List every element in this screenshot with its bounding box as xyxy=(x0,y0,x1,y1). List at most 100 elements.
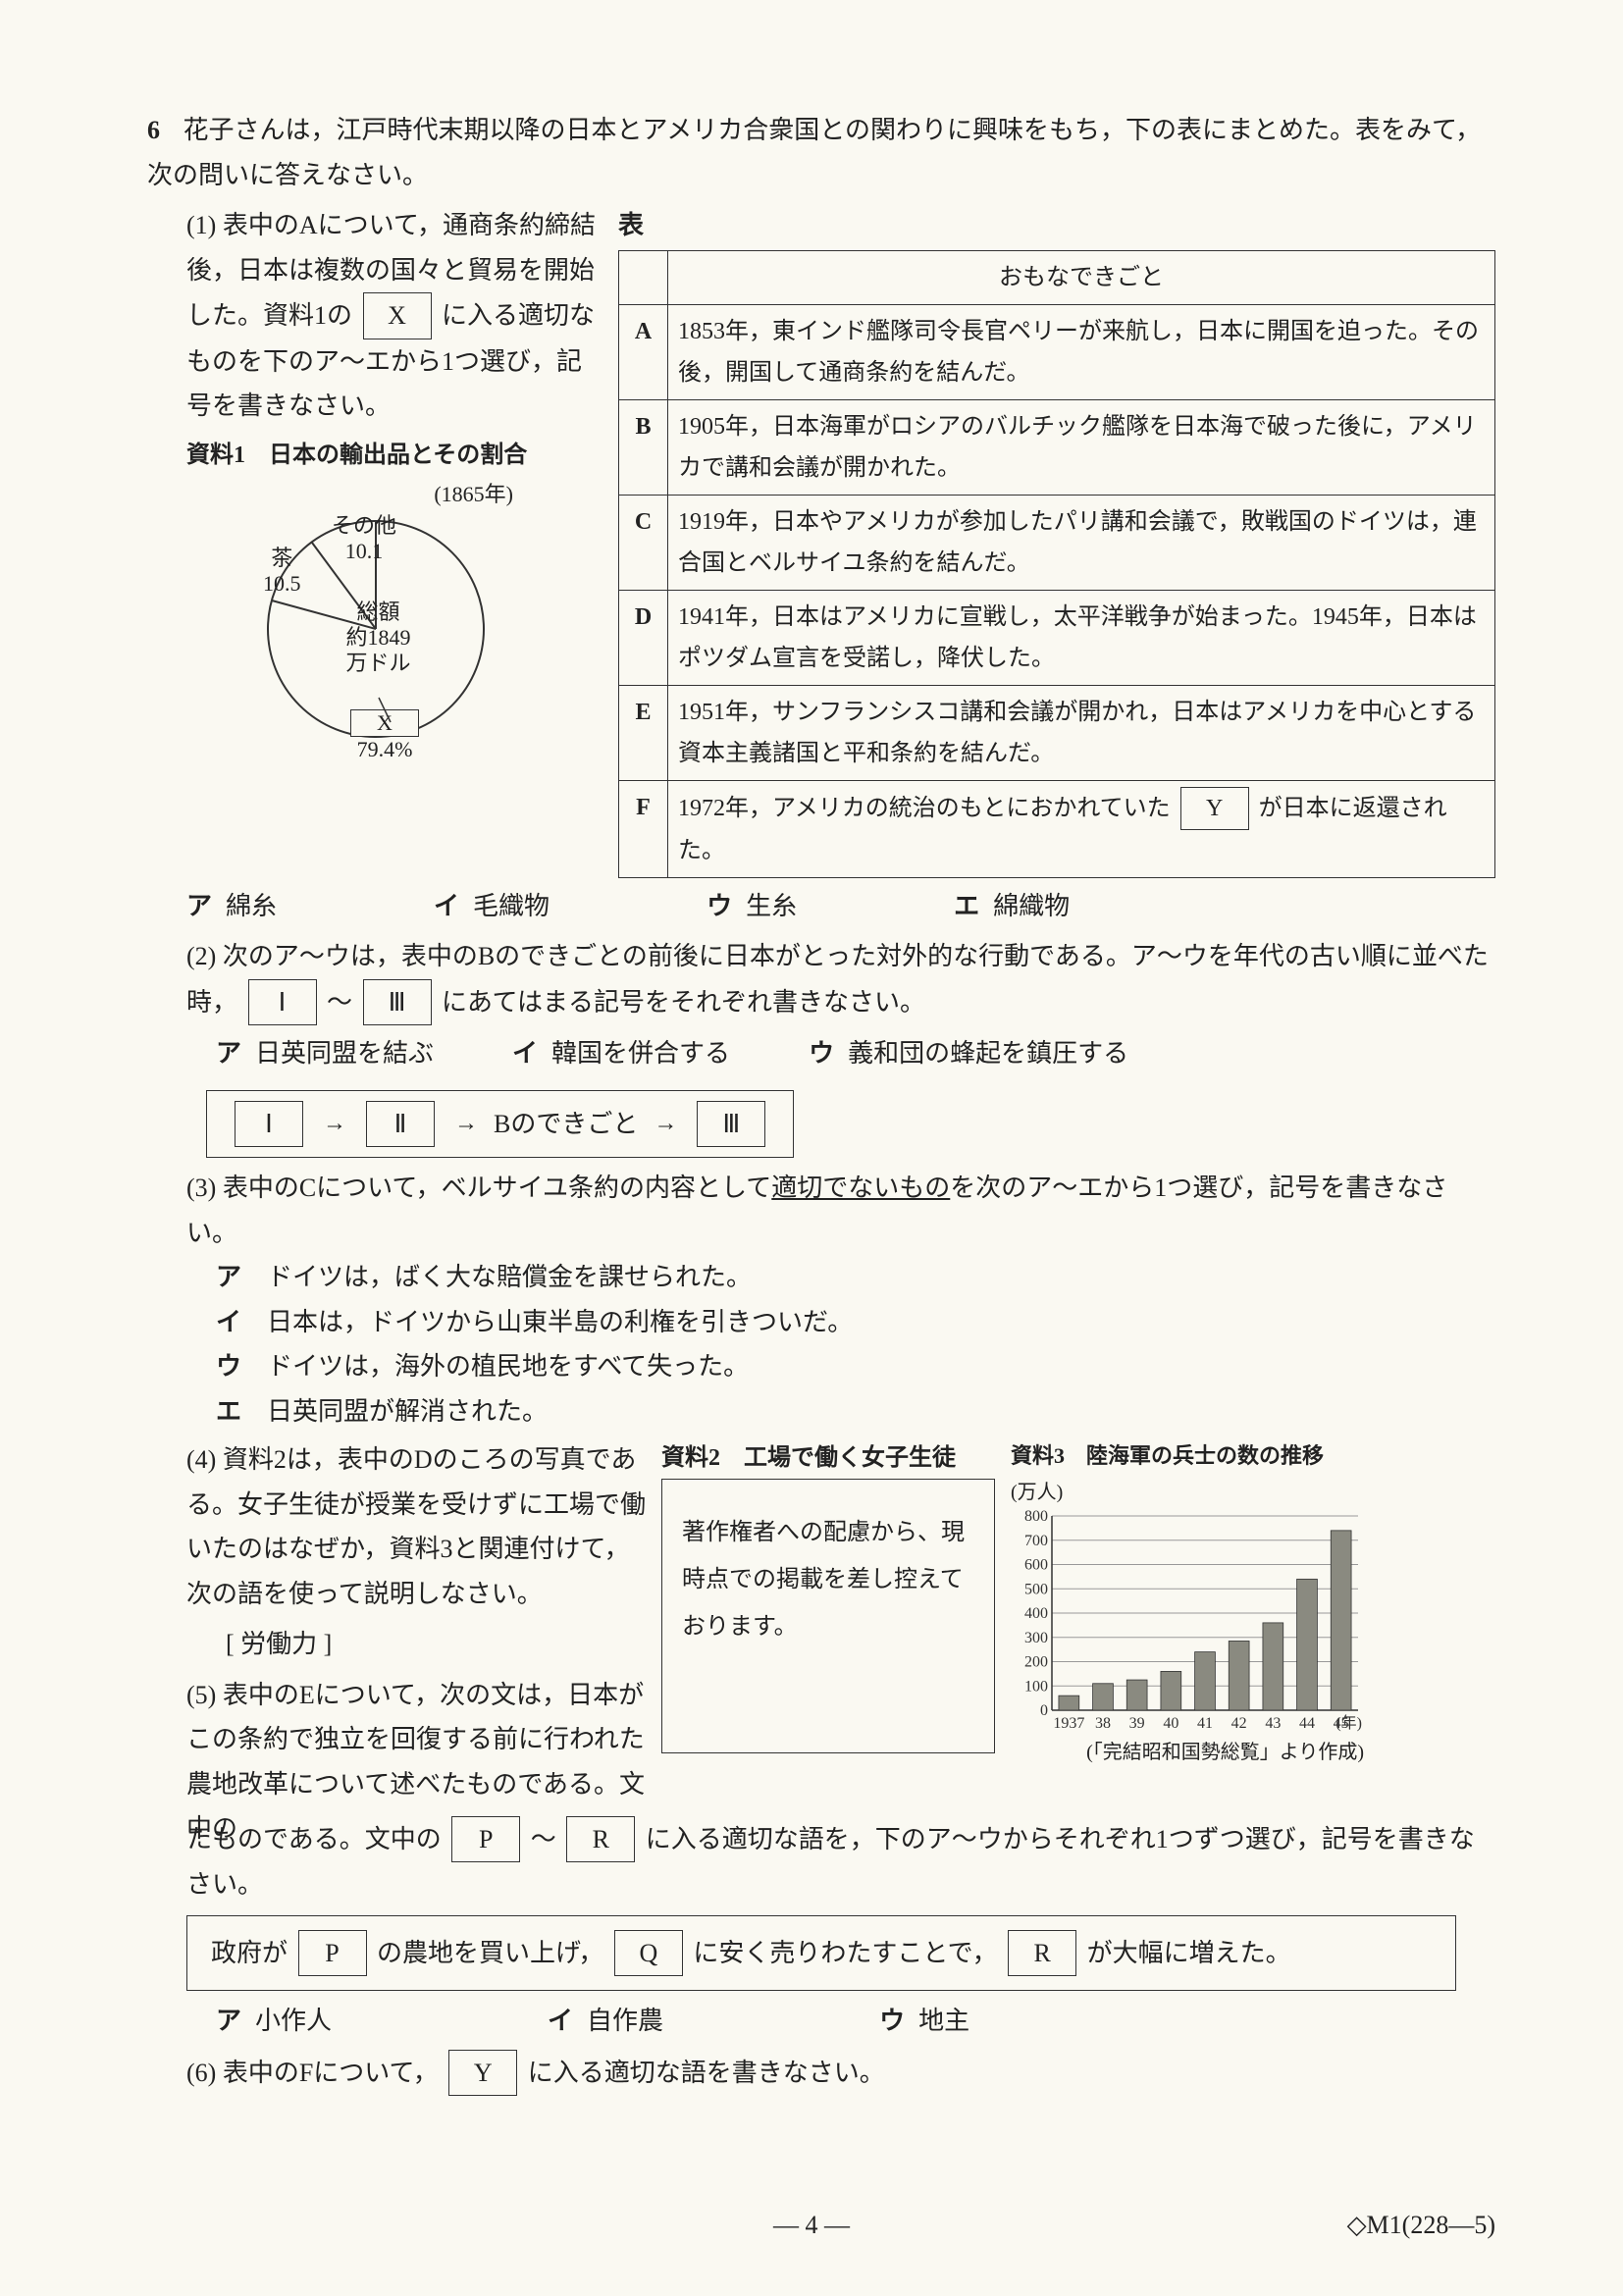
pie-x-block: X 79.4% xyxy=(346,709,423,763)
q5-label: (5) xyxy=(186,1681,216,1709)
q5-options: ア小作人 イ自作農 ウ地主 xyxy=(216,1999,1495,2044)
q3-underline: 適切でないもの xyxy=(771,1174,950,1202)
q1-options: ア綿糸 イ毛織物 ウ生糸 エ綿織物 xyxy=(186,884,1495,929)
pie-tea-label: 茶10.5 xyxy=(263,546,301,598)
blank-III: Ⅲ xyxy=(363,979,432,1026)
table-header-row: おもなできごと xyxy=(619,250,1495,304)
q3-opt: ア ドイツは，ばく大な賠償金を課せられた。 xyxy=(216,1255,1495,1300)
svg-text:100: 100 xyxy=(1024,1678,1048,1695)
svg-text:43: 43 xyxy=(1265,1715,1281,1732)
svg-text:0: 0 xyxy=(1040,1702,1048,1719)
resource3-title: 資料3 陸海軍の兵士の数の推移 xyxy=(1011,1437,1364,1476)
q2-block: (2) 次のア～ウは，表中のBのできごとの前後に日本がとった対外的な行動である。… xyxy=(147,934,1495,1025)
blank-R: R xyxy=(566,1816,635,1863)
q6-label: (6) xyxy=(186,2059,216,2087)
barchart-source: (「完結昭和国勢総覧」より作成) xyxy=(1011,1736,1364,1770)
page-footer: — 4 — ◇M1(228—5) xyxy=(0,2203,1623,2248)
q1-label: (1) xyxy=(186,211,216,239)
q5-text2: に入る適切な語を，下のア～ウからそれぞれ1つずつ選び，記号を書きなさい。 xyxy=(186,1825,1475,1900)
blank-I: Ⅰ xyxy=(248,979,317,1026)
svg-text:400: 400 xyxy=(1024,1605,1048,1622)
q4-text-col: (4) 資料2は，表中のDのころの写真である。女子生徒が授業を受けずに工場で働い… xyxy=(147,1437,648,1852)
sentence-Q: Q xyxy=(614,1930,683,1977)
bar-chart-svg: 0100200300400500600700800 19373839404142… xyxy=(1011,1510,1364,1736)
q3-opt: ウ ドイツは，海外の植民地をすべて失った。 xyxy=(216,1344,1495,1389)
q5-sentence-box: 政府が P の農地を買い上げ， Q に安く売りわたすことで， R が大幅に増えた… xyxy=(186,1915,1456,1992)
svg-text:300: 300 xyxy=(1024,1629,1048,1645)
question-6-header: 6 花子さんは，江戸時代末期以降の日本とアメリカ合衆国との関わりに興味をもち，下… xyxy=(147,108,1495,197)
svg-text:40: 40 xyxy=(1163,1715,1178,1732)
resource3-col: 資料3 陸海軍の兵士の数の推移 (万人) 0 100 200 300 400 500 600… xyxy=(1011,1437,1364,1770)
resource2-box: 著作権者への配慮から、現時点での掲載を差し控えております。 xyxy=(661,1479,995,1753)
resource2-title: 資料2 工場で働く女子生徒 xyxy=(661,1437,997,1479)
pie-chart: (1865年) 総額約1849万ドル その他10.1 茶10.5 X 79.4% xyxy=(234,482,518,766)
page-number: — 4 — xyxy=(773,2203,850,2248)
svg-text:38: 38 xyxy=(1095,1715,1111,1732)
seq-I: Ⅰ xyxy=(235,1101,303,1148)
table-header: おもなできごと xyxy=(668,250,1495,304)
seq-II: Ⅱ xyxy=(366,1101,435,1148)
svg-text:700: 700 xyxy=(1024,1532,1048,1548)
svg-text:(年): (年) xyxy=(1335,1714,1362,1732)
events-table: おもなできごと A1853年，東インド艦隊司令長官ペリーが来航し，日本に開国を迫… xyxy=(618,250,1495,878)
q2-label: (2) xyxy=(186,942,216,970)
arrow-icon: → xyxy=(323,1103,346,1144)
arrow-icon: → xyxy=(654,1103,677,1144)
question-number: 6 xyxy=(147,108,177,153)
row-f-pre: 1972年，アメリカの統治のもとにおかれていた xyxy=(678,796,1171,821)
q1-block: (1) 表中のAについて，通商条約締結後，日本は複数の国々と貿易を開始した。資料… xyxy=(147,203,604,429)
q2-text2: にあてはまる記号をそれぞれ書きなさい。 xyxy=(442,988,925,1017)
svg-text:42: 42 xyxy=(1231,1715,1247,1732)
q6-text-pre: 表中のFについて， xyxy=(223,2059,439,2087)
blank-Y-2: Y xyxy=(448,2050,517,2097)
intro-text: 花子さんは，江戸時代末期以降の日本とアメリカ合衆国との関わりに興味をもち，下の表… xyxy=(147,116,1481,189)
sentence-P: P xyxy=(298,1930,367,1977)
svg-text:39: 39 xyxy=(1129,1715,1145,1732)
pie-year: (1865年) xyxy=(434,482,513,507)
page-code: ◇M1(228—5) xyxy=(1347,2203,1495,2248)
arrow-icon: → xyxy=(454,1103,478,1144)
table-row: C1919年，日本やアメリカが参加したパリ講和会議で，敗戦国のドイツは，連合国と… xyxy=(619,495,1495,590)
q3-opt: イ 日本は，ドイツから山東半島の利権を引きついだ。 xyxy=(216,1300,1495,1345)
barchart-unit: (万人) xyxy=(1011,1476,1364,1510)
resource2-col: 資料2 工場で働く女子生徒 著作権者への配慮から、現時点での掲載を差し控えており… xyxy=(648,1437,1011,1753)
pie-center-label: 総額約1849万ドル xyxy=(332,600,425,677)
svg-text:41: 41 xyxy=(1197,1715,1213,1732)
q3-block: (3) 表中のCについて，ベルサイユ条約の内容として適切でないものを次のア～エか… xyxy=(147,1166,1495,1255)
q6-text-post: に入る適切な語を書きなさい。 xyxy=(528,2059,885,2087)
blank-x: X xyxy=(363,292,432,339)
svg-text:600: 600 xyxy=(1024,1556,1048,1573)
exam-page: 6 花子さんは，江戸時代末期以降の日本とアメリカ合衆国との関わりに興味をもち，下… xyxy=(0,0,1623,2296)
q5-cont: たものである。文中の P ～ R に入る適切な語を，下のア～ウからそれぞれ1つず… xyxy=(147,1816,1495,1907)
blank-P: P xyxy=(451,1816,520,1863)
table-row: E1951年，サンフランシスコ講和会議が開かれ，日本はアメリカを中心とする資本主… xyxy=(619,685,1495,780)
q4-keyword: [ 労働力 ] xyxy=(226,1622,648,1667)
blank-y: Y xyxy=(1180,787,1249,830)
q3-opt: エ 日英同盟が解消された。 xyxy=(216,1389,1495,1435)
table-row: D1941年，日本はアメリカに宣戦し，太平洋戦争が始まった。1945年，日本はポ… xyxy=(619,590,1495,685)
pie-x-box: X xyxy=(350,709,419,737)
seq-mid: Bのできごと xyxy=(494,1102,638,1147)
pie-x-pct: 79.4% xyxy=(357,737,413,761)
table-row: B1905年，日本海軍がロシアのバルチック艦隊を日本海で破った後に，アメリカで講… xyxy=(619,399,1495,495)
q4-label: (4) xyxy=(186,1445,216,1474)
pie-other-label: その他10.1 xyxy=(332,513,396,565)
q3-options: ア ドイツは，ばく大な賠償金を課せられた。 イ 日本は，ドイツから山東半島の利権… xyxy=(147,1255,1495,1434)
svg-text:44: 44 xyxy=(1299,1715,1315,1732)
q4-row: (4) 資料2は，表中のDのころの写真である。女子生徒が授業を受けずに工場で働い… xyxy=(147,1437,1495,1852)
seq-III: Ⅲ xyxy=(697,1101,765,1148)
table-row-f: F 1972年，アメリカの統治のもとにおかれていた Y が日本に返還された。 xyxy=(619,780,1495,877)
q3-label: (3) xyxy=(186,1174,216,1202)
resource1-title: 資料1 日本の輸出品とその割合 xyxy=(186,435,604,476)
svg-text:200: 200 xyxy=(1024,1653,1048,1670)
sequence-box: Ⅰ → Ⅱ → Bのできごと → Ⅲ xyxy=(206,1090,794,1159)
q2-options: ア日英同盟を結ぶ イ韓国を併合する ウ義和団の蜂起を鎮圧する xyxy=(216,1031,1495,1076)
q6-block: (6) 表中のFについて， Y に入る適切な語を書きなさい。 xyxy=(147,2050,1495,2097)
table-row: A1853年，東インド艦隊司令長官ペリーが来航し，日本に開国を迫った。その後，開… xyxy=(619,304,1495,399)
table-title: 表 xyxy=(618,203,1495,248)
events-table-wrap: 表 おもなできごと A1853年，東インド艦隊司令長官ペリーが来航し，日本に開国… xyxy=(618,203,1495,878)
svg-text:500: 500 xyxy=(1024,1581,1048,1597)
svg-text:1937: 1937 xyxy=(1053,1715,1084,1732)
sentence-R: R xyxy=(1008,1930,1076,1977)
q4-text: 資料2は，表中のDのころの写真である。女子生徒が授業を受けずに工場で働いたのはな… xyxy=(186,1445,646,1608)
